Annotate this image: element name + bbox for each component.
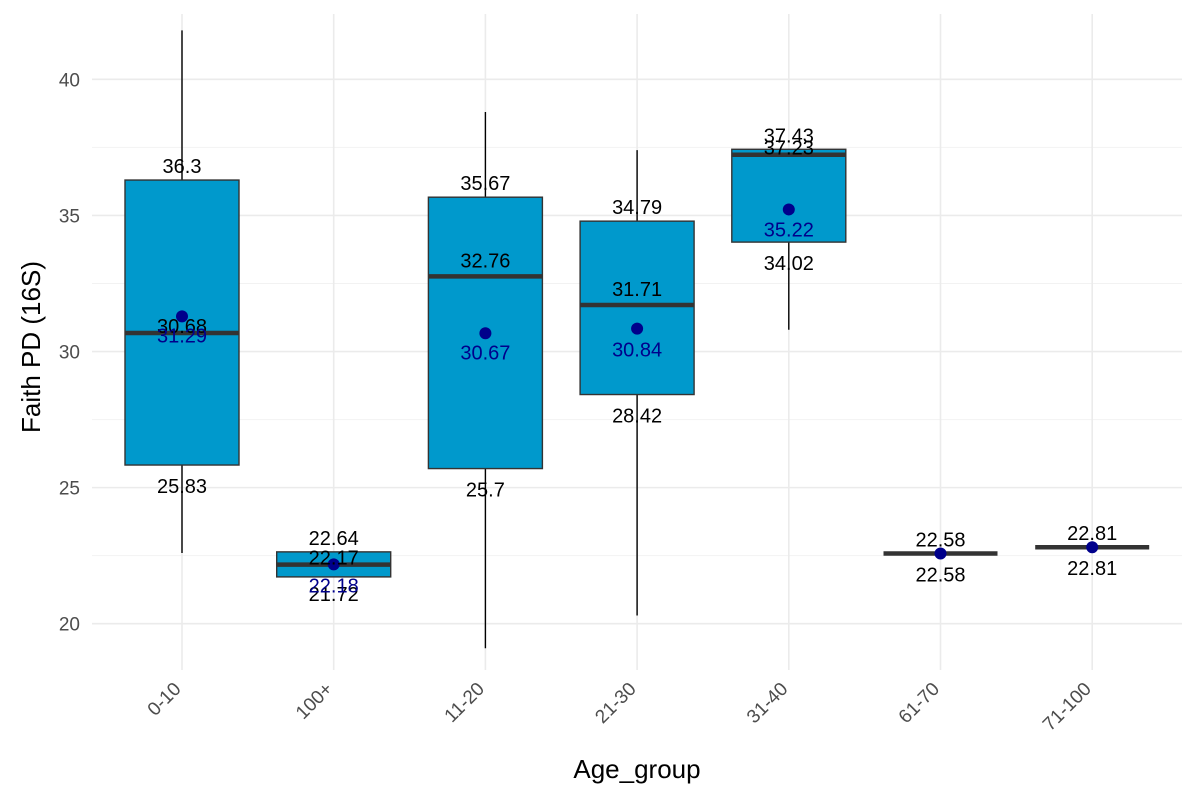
value-label: 31.71 [612, 279, 662, 301]
mean-value-label: 22.18 [309, 575, 359, 597]
x-tick-label: 71-100 [1039, 679, 1096, 736]
mean-value-label: 35.22 [764, 219, 814, 241]
value-label: 22.64 [309, 528, 359, 550]
mean-point [1086, 541, 1099, 554]
mean-point [934, 547, 947, 560]
iqr-box [579, 220, 695, 396]
y-tick-label: 20 [59, 615, 80, 636]
value-label: 36.3 [163, 156, 202, 178]
value-label: 35.67 [460, 173, 510, 195]
x-axis-title: Age_group [573, 754, 700, 784]
value-label: 37.23 [764, 138, 814, 160]
value-label: 22.81 [1067, 523, 1117, 545]
x-tick-label: 100+ [292, 679, 337, 724]
value-label: 37.43 [764, 125, 814, 147]
value-label: 21.72 [309, 584, 359, 606]
mean-value-label: 30.84 [612, 340, 662, 362]
value-label: 28.42 [612, 406, 662, 428]
x-tick-label: 61-70 [895, 679, 944, 728]
iqr-box [124, 179, 240, 466]
y-tick-label: 35 [59, 206, 80, 227]
mean-value-label: 31.29 [157, 325, 207, 347]
y-tick-label: 40 [59, 70, 80, 91]
y-tick-label: 30 [59, 343, 80, 364]
value-label: 30.68 [157, 316, 207, 338]
x-axis-ticks: 0-10 100+ 11-20 21-30 31-40 61-70 71-100 [144, 679, 1096, 736]
mean-point [327, 558, 340, 571]
value-label: 34.79 [612, 197, 662, 219]
y-tick-label: 25 [59, 479, 80, 500]
value-label: 22.17 [309, 548, 359, 570]
mean-point [782, 203, 795, 216]
y-axis-title: Faith PD (16S) [16, 261, 46, 433]
mean-value-label: 30.67 [460, 342, 510, 364]
boxes [124, 30, 1150, 649]
value-label: 34.02 [764, 253, 814, 275]
x-tick-label: 31-40 [743, 679, 792, 728]
mean-point [631, 322, 644, 335]
y-axis-ticks: 20 25 30 35 40 [59, 70, 80, 635]
value-label: 32.76 [460, 250, 510, 272]
iqr-box [731, 148, 847, 243]
x-tick-label: 21-30 [591, 679, 640, 728]
value-label: 25.83 [157, 476, 207, 498]
x-tick-label: 0-10 [144, 679, 186, 721]
value-label: 22.58 [915, 529, 965, 551]
mean-point [176, 310, 188, 323]
value-label: 22.81 [1067, 558, 1117, 580]
value-label: 22.58 [915, 564, 965, 586]
mean-point [479, 327, 492, 340]
x-tick-label: 11-20 [441, 679, 489, 727]
value-label: 25.7 [466, 480, 505, 502]
